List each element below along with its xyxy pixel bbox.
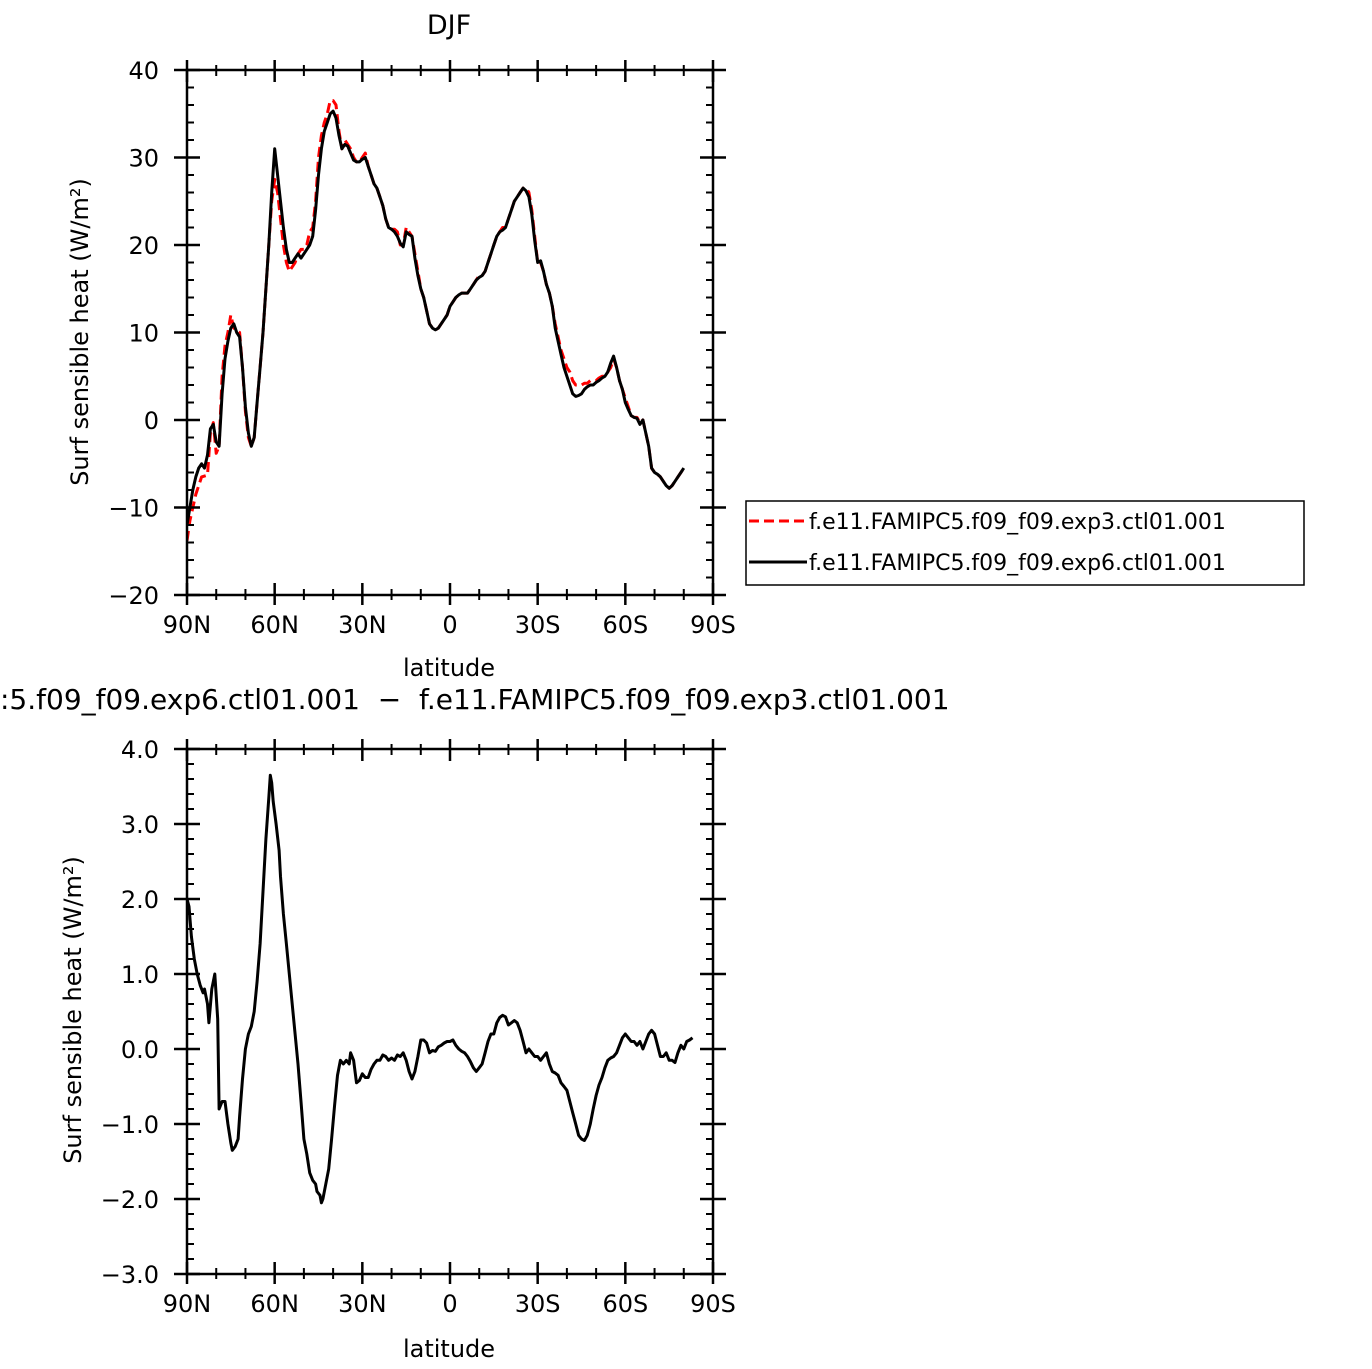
panel-top-ticks: 90N 60N 30N 0 30S 60S 90S −20 −10 0 10 20 30 40 (108, 57, 736, 639)
panel-bottom-y-tick-label: −1.0 (101, 1111, 159, 1139)
panel-top-x-axis-label: latitude (403, 654, 495, 682)
panel-top: DJF 90N 60N 30N 0 30S 60S 90S −20 −10 0 10 20 30 40 S… (66, 10, 1305, 682)
panel-top-title: DJF (427, 10, 471, 41)
panel-bottom-x-tick-label: 90N (163, 1290, 212, 1318)
panel-bottom-x-tick-label: 90S (690, 1290, 736, 1318)
panel-bottom-ticks: 90N 60N 30N 0 30S 60S 90S −3.0 −2.0 −1.0 0.0 1.0 2.0… (101, 736, 736, 1318)
panel-bottom-y-tick-label: 4.0 (121, 736, 159, 764)
panel-top-y-tick-label: 10 (128, 320, 159, 348)
panel-bottom-y-tick-label: −3.0 (101, 1261, 159, 1289)
panel-top-x-tick-label: 90S (690, 611, 736, 639)
panel-bottom-y-tick-label: 0.0 (121, 1036, 159, 1064)
panel-bottom: :5.f09_f09.exp6.ctl01.001 − f.e11.FAMIPC… (0, 683, 950, 1363)
panel-bottom-y-axis-label: Surf sensible heat (W/m²) (59, 856, 87, 1164)
legend-box (745, 500, 1305, 586)
panel-top-series-line-0 (187, 99, 686, 542)
panel-top-y-tick-label: −20 (108, 582, 159, 610)
panel-bottom-y-tick-label: 1.0 (121, 961, 159, 989)
panel-top-x-tick-label: 90N (163, 611, 212, 639)
panel-top-axes-frame (185, 68, 715, 597)
panel-top-y-tick-label: 0 (144, 407, 159, 435)
panel-bottom-y-tick-label: −2.0 (101, 1186, 159, 1214)
panel-bottom-x-tick-label: 60N (250, 1290, 299, 1318)
legend: f.e11.FAMIPC5.f09_f09.exp3.ctl01.001 f.e… (745, 500, 1305, 586)
panel-top-y-tick-label: 30 (128, 145, 159, 173)
panel-bottom-x-tick-label: 60S (602, 1290, 648, 1318)
panel-bottom-x-tick-label: 30S (515, 1290, 561, 1318)
panel-bottom-plot-area (185, 747, 715, 1276)
panel-top-x-tick-label: 0 (442, 611, 457, 639)
panel-top-y-tick-label: −10 (108, 495, 159, 523)
legend-label-exp3: f.e11.FAMIPC5.f09_f09.exp3.ctl01.001 (809, 510, 1226, 535)
panel-top-y-tick-label: 40 (128, 57, 159, 85)
panel-bottom-x-tick-label: 30N (338, 1290, 387, 1318)
panel-top-x-tick-label: 30S (515, 611, 561, 639)
panel-top-series-line-1 (187, 109, 686, 526)
panel-bottom-series-line-0 (187, 773, 694, 1205)
legend-label-exp6: f.e11.FAMIPC5.f09_f09.exp6.ctl01.001 (809, 551, 1226, 576)
panel-top-x-tick-label: 60S (602, 611, 648, 639)
panel-top-x-tick-label: 60N (250, 611, 299, 639)
panel-bottom-title: :5.f09_f09.exp6.ctl01.001 − f.e11.FAMIPC… (0, 683, 950, 716)
panel-top-y-axis-label: Surf sensible heat (W/m²) (66, 178, 94, 486)
panel-bottom-y-tick-label: 3.0 (121, 811, 159, 839)
panel-top-plot-area (185, 68, 715, 597)
panel-bottom-y-tick-label: 2.0 (121, 886, 159, 914)
panel-top-x-tick-label: 30N (338, 611, 387, 639)
panel-bottom-x-axis-label: latitude (403, 1335, 495, 1363)
panel-bottom-x-tick-label: 0 (442, 1290, 457, 1318)
panel-top-y-tick-label: 20 (128, 232, 159, 260)
